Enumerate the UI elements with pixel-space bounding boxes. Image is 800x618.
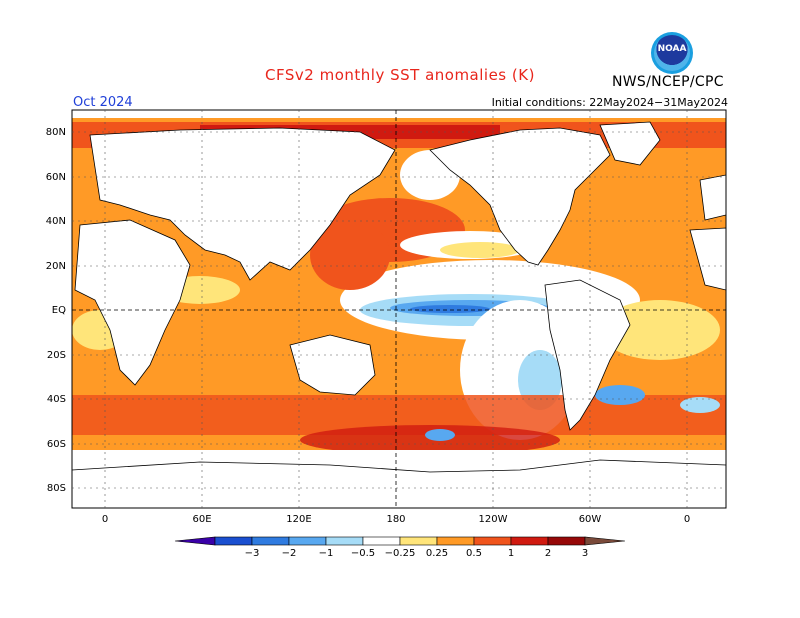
lat-label: EQ bbox=[52, 305, 66, 316]
colorbar-swatch bbox=[473, 536, 512, 546]
colorbar-level-label: −2 bbox=[282, 548, 297, 559]
noaa-logo-text: NOAA bbox=[657, 44, 687, 54]
credit-label: NWS/NCEP/CPC bbox=[612, 74, 724, 90]
colorbar-level-label: 1 bbox=[508, 548, 514, 559]
lat-label: 60S bbox=[47, 439, 66, 450]
colorbar-max-arrow bbox=[584, 536, 626, 546]
lat-label: 80N bbox=[46, 127, 66, 138]
lon-label: 180 bbox=[386, 514, 405, 525]
lat-label: 60N bbox=[46, 172, 66, 183]
lead-month-label: Oct 2024 bbox=[73, 95, 133, 110]
chart-title: CFSv2 monthly SST anomalies (K) bbox=[265, 66, 535, 84]
colorbar-level-label: 0.5 bbox=[466, 548, 482, 559]
equator-dateline bbox=[72, 110, 726, 508]
lon-label: 0 bbox=[102, 514, 108, 525]
lat-label: 40N bbox=[46, 216, 66, 227]
lon-label: 60W bbox=[579, 514, 602, 525]
land-masses bbox=[72, 121, 726, 508]
longitude-axis: 0 60E 120E 180 120W 60W 0 bbox=[102, 514, 690, 525]
latitude-axis: 80N 60N 40N 20N EQ 20S 40S 60S 80S bbox=[46, 127, 66, 494]
colorbar-level-label: −0.5 bbox=[351, 548, 375, 559]
colorbar-swatch bbox=[547, 536, 586, 546]
lat-label: 20S bbox=[47, 350, 66, 361]
graticule bbox=[72, 110, 726, 508]
colorbar-level-label: −3 bbox=[245, 548, 260, 559]
anomaly-field bbox=[72, 110, 726, 508]
initial-conditions-label: Initial conditions: 22May2024−31May2024 bbox=[491, 96, 728, 109]
lon-label: 0 bbox=[684, 514, 690, 525]
lat-label: 40S bbox=[47, 394, 66, 405]
colorbar-swatch bbox=[251, 536, 290, 546]
colorbar-level-label: 0.25 bbox=[426, 548, 448, 559]
colorbar-swatch bbox=[399, 536, 438, 546]
colorbar-swatch bbox=[436, 536, 475, 546]
lon-label: 120E bbox=[286, 514, 311, 525]
colorbar-min-arrow bbox=[174, 536, 216, 546]
colorbar-swatch bbox=[214, 536, 253, 546]
colorbar-level-label: 2 bbox=[545, 548, 551, 559]
lat-label: 20N bbox=[46, 261, 66, 272]
colorbar-swatch bbox=[288, 536, 327, 546]
lon-label: 120W bbox=[479, 514, 508, 525]
noaa-logo: NOAA bbox=[651, 32, 693, 74]
lon-label: 60E bbox=[192, 514, 211, 525]
colorbar-level-label: −0.25 bbox=[385, 548, 416, 559]
colorbar-swatch bbox=[325, 536, 364, 546]
map-frame bbox=[71, 109, 727, 509]
colorbar-level-label: −1 bbox=[319, 548, 334, 559]
colorbar: −3 −2 −1 −0.5 −0.25 0.25 0.5 1 2 3 bbox=[174, 536, 626, 559]
colorbar-swatch bbox=[362, 536, 401, 546]
colorbar-swatch bbox=[510, 536, 549, 546]
lat-label: 80S bbox=[47, 483, 66, 494]
colorbar-level-label: 3 bbox=[582, 548, 588, 559]
